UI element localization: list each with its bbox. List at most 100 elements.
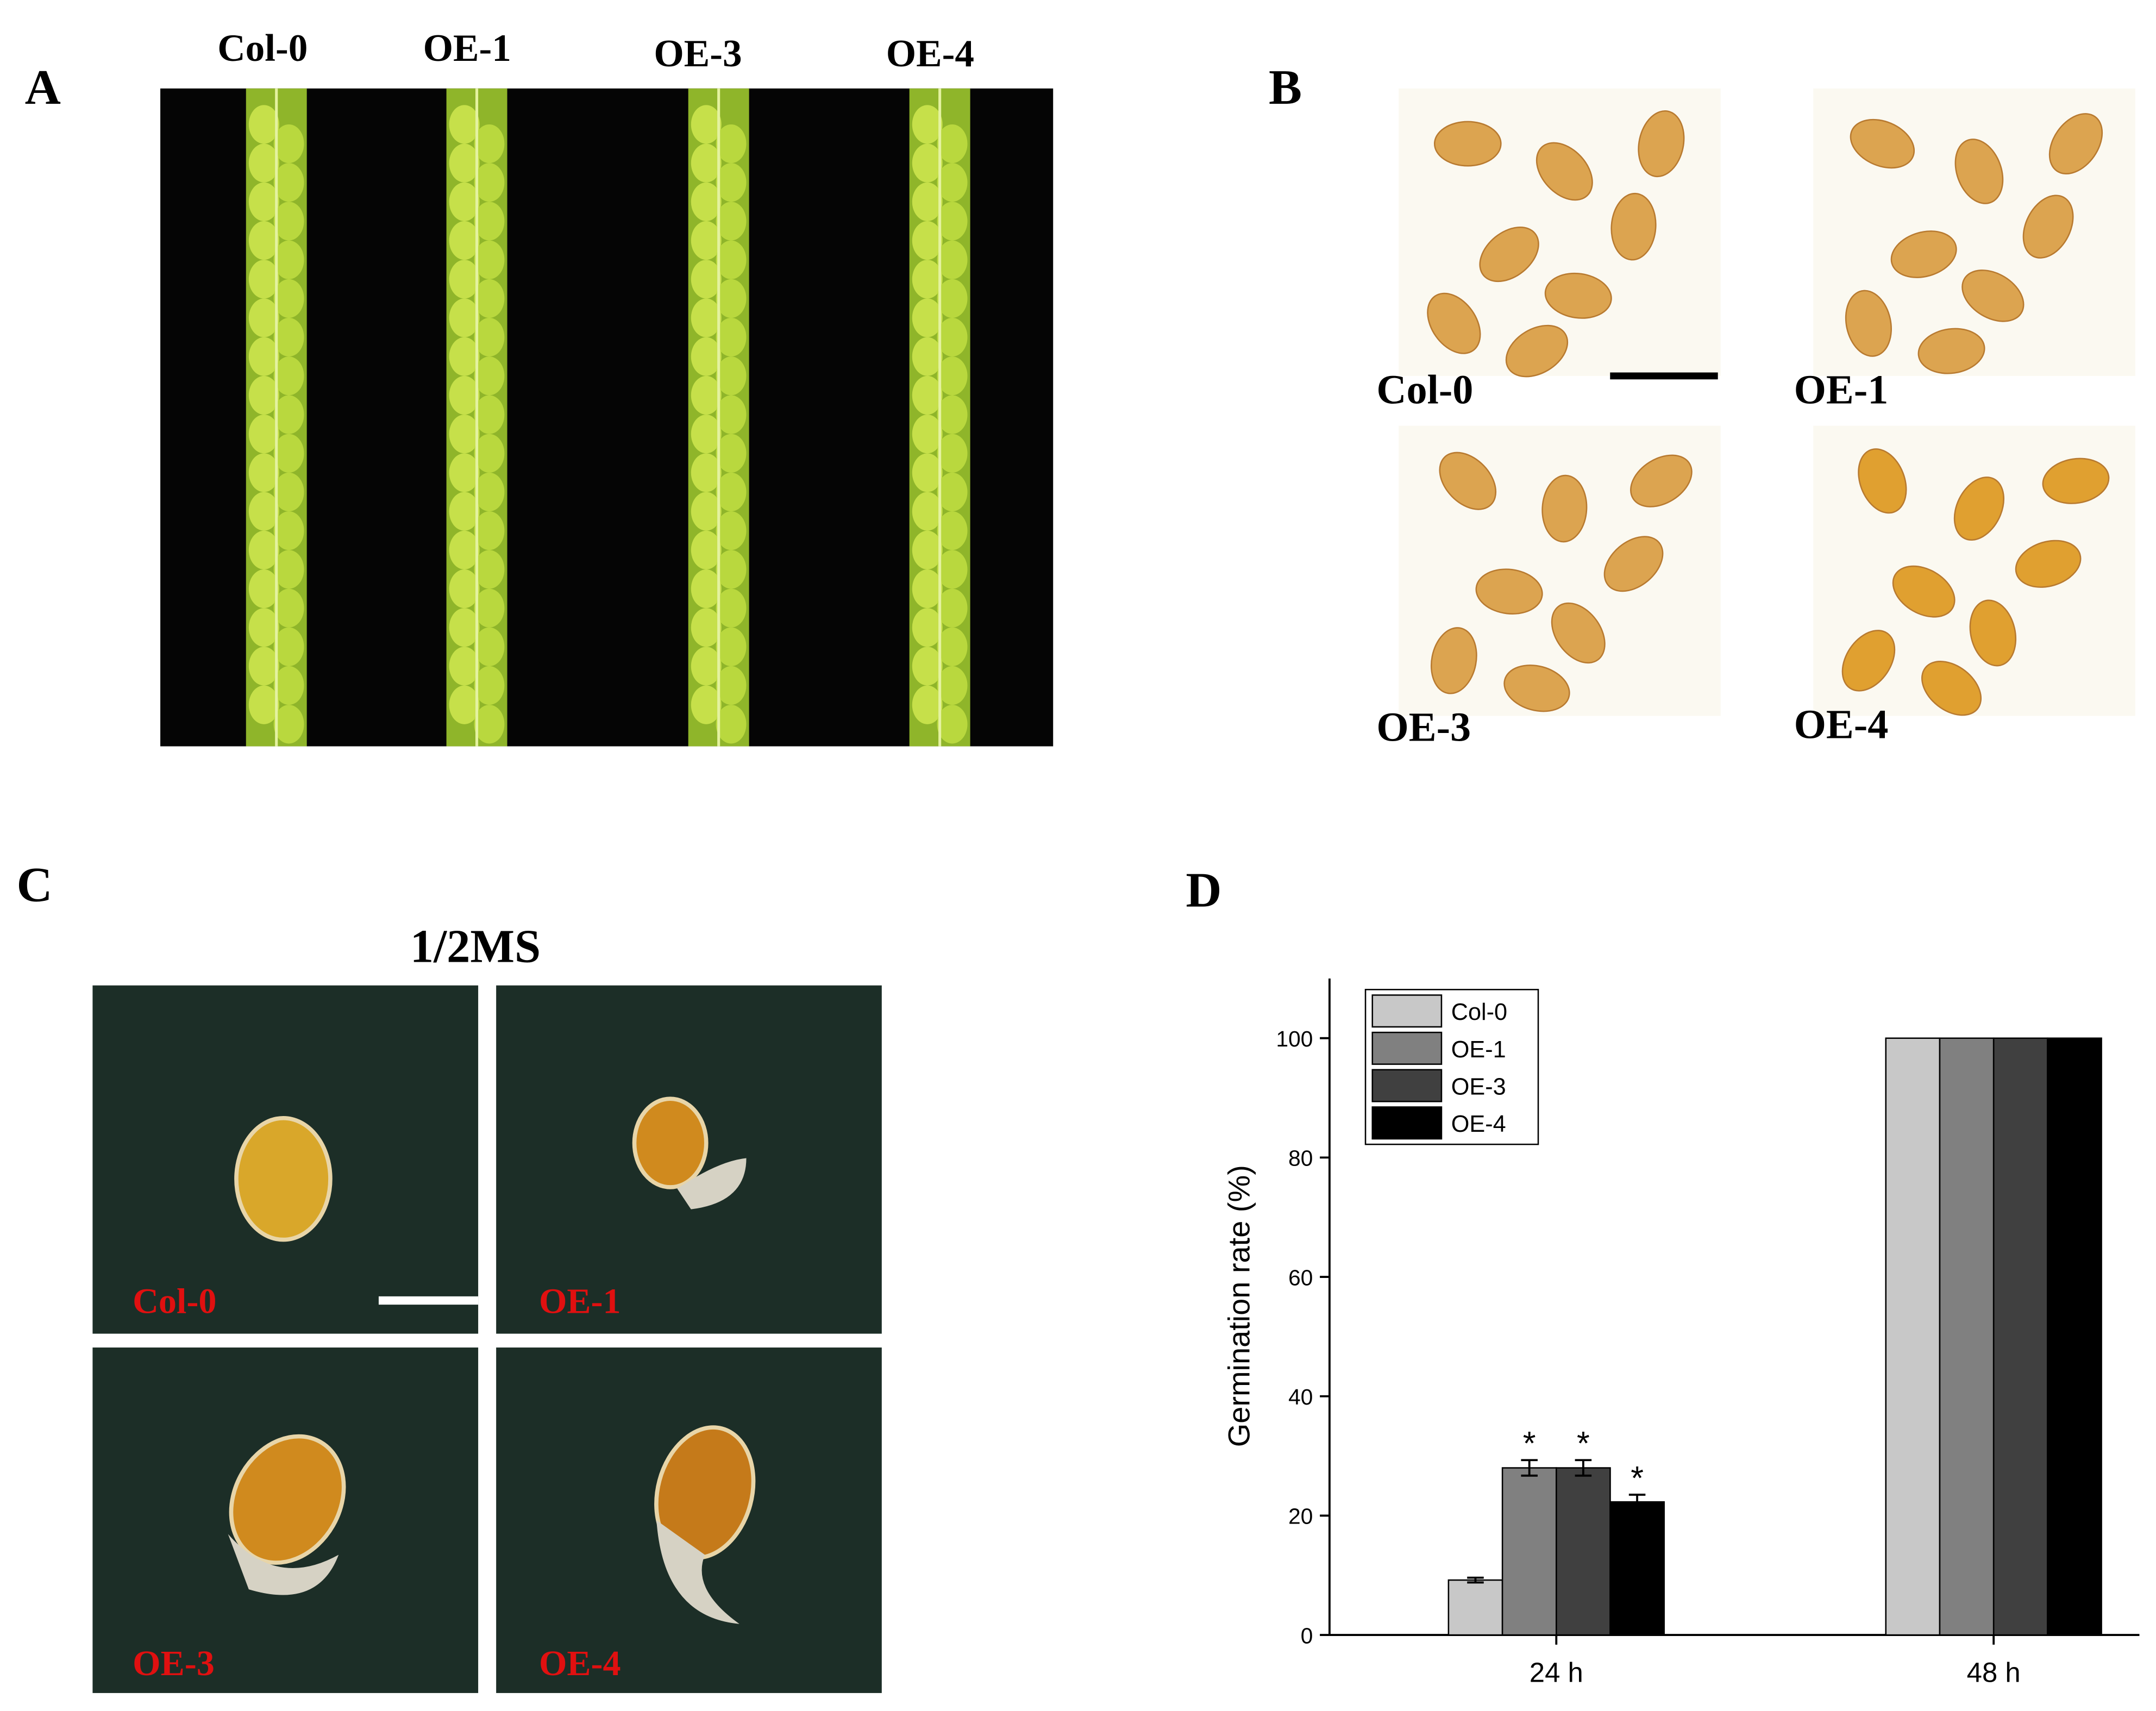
bar (1609, 1501, 1665, 1636)
panel-title: 1/2MS (410, 920, 541, 972)
radicle (677, 1158, 747, 1209)
y-axis-title: Germination rate (%) (1221, 1165, 1256, 1447)
ovule (474, 472, 505, 512)
significance-mark: * (1577, 1425, 1590, 1462)
ovule (248, 298, 279, 337)
ovule (716, 395, 747, 434)
seed (1503, 665, 1570, 712)
significance-mark: * (1631, 1459, 1644, 1496)
radicle (228, 1534, 339, 1595)
seed (1969, 599, 2017, 667)
ovule (474, 240, 505, 279)
ovule (912, 685, 943, 724)
ovule (937, 395, 968, 434)
panel-label: D (1186, 862, 1221, 918)
ovule (273, 395, 304, 434)
ovule (912, 375, 943, 415)
ovule (691, 415, 722, 454)
legend-swatch (1371, 1069, 1443, 1102)
bar (1992, 1037, 2048, 1636)
legend-label: OE-4 (1451, 1111, 1506, 1137)
seed (632, 1096, 709, 1189)
panel-label: A (25, 59, 61, 115)
ovule (273, 550, 304, 589)
ovule (937, 163, 968, 202)
ovule (691, 337, 722, 376)
ovule (937, 240, 968, 279)
seed (1427, 292, 1481, 354)
ovule (474, 666, 505, 705)
ovule (449, 608, 480, 647)
ovule (449, 569, 480, 609)
ovule (912, 608, 943, 647)
y-tick-label: 0 (1301, 1623, 1313, 1648)
ovule (912, 453, 943, 492)
ovule (937, 588, 968, 628)
ovule (691, 453, 722, 492)
ovule (474, 588, 505, 628)
seed (1544, 272, 1612, 319)
ovule (691, 298, 722, 337)
seed (1858, 448, 1907, 514)
error-bar (1521, 1459, 1538, 1477)
seed (1433, 121, 1502, 167)
ovule (716, 318, 747, 357)
caption: OE-3 (1376, 704, 1471, 750)
ovule (716, 627, 747, 667)
seed (2022, 195, 2074, 259)
ovule (449, 415, 480, 454)
bar (1447, 1579, 1503, 1636)
ovule (248, 415, 279, 454)
y-tick-label: 20 (1288, 1504, 1313, 1529)
ovule (273, 240, 304, 279)
ovule (691, 105, 722, 144)
radicle (656, 1520, 739, 1624)
error-bar (1628, 1494, 1646, 1511)
bar (1939, 1037, 1995, 1636)
caption: Col-0 (1376, 367, 1473, 413)
error-bar (1575, 1459, 1592, 1477)
seed (1892, 565, 1956, 618)
ovule (716, 550, 747, 589)
x-tick-label: 24 h (1530, 1657, 1583, 1688)
bar (2047, 1037, 2102, 1636)
ovule (273, 318, 304, 357)
ovule (716, 356, 747, 396)
y-tick-label: 100 (1276, 1026, 1313, 1051)
ovule (449, 337, 480, 376)
ovule (449, 260, 480, 299)
ovule (691, 647, 722, 686)
ovule (912, 260, 943, 299)
ovule (716, 124, 747, 164)
ovule (937, 279, 968, 318)
ovule (273, 666, 304, 705)
ovule (449, 221, 480, 260)
ovule (449, 530, 480, 569)
ovule (449, 453, 480, 492)
seed (1505, 324, 1569, 378)
seed (1610, 192, 1657, 261)
ovule (912, 569, 943, 609)
ovule (912, 105, 943, 144)
panel-label: B (1269, 59, 1302, 115)
seed (1845, 290, 1892, 357)
seed (1475, 568, 1543, 615)
seed (2015, 540, 2082, 588)
seed (1953, 477, 2005, 541)
ovule (716, 666, 747, 705)
seed (2042, 457, 2110, 504)
legend-swatch (1371, 1106, 1443, 1140)
ovule (474, 705, 505, 744)
ovule (691, 608, 722, 647)
ovule (912, 182, 943, 221)
ovule (716, 705, 747, 744)
germination-photos (92, 985, 882, 1693)
ovule (937, 318, 968, 357)
ovule (449, 298, 480, 337)
ovule (691, 143, 722, 183)
ovule (716, 240, 747, 279)
ovule (691, 569, 722, 609)
significance-mark: * (1523, 1425, 1536, 1462)
ovule (474, 279, 505, 318)
